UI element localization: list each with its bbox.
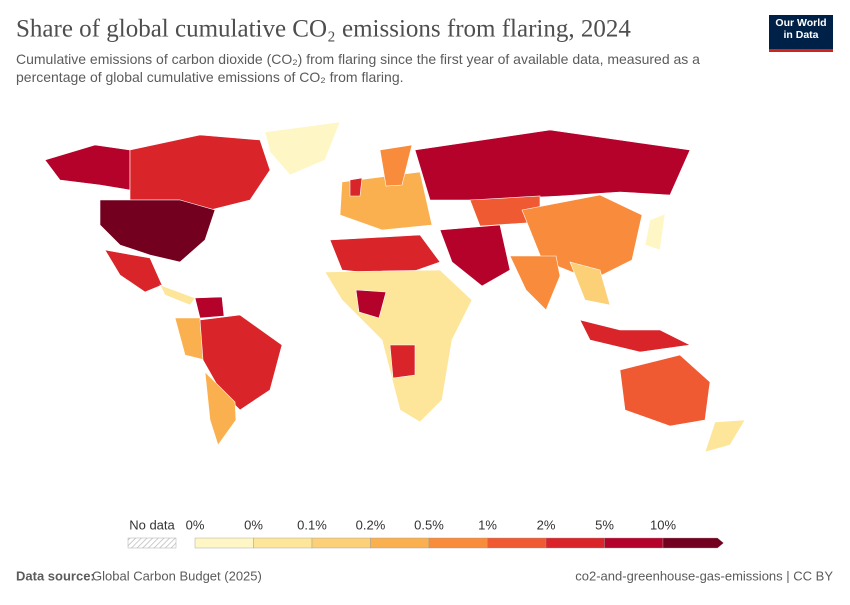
country[interactable] (349, 177, 363, 197)
legend-label: 0% (186, 517, 205, 532)
legend-swatch[interactable] (487, 537, 547, 549)
country[interactable] (44, 144, 131, 191)
country[interactable] (569, 261, 611, 306)
country[interactable] (619, 354, 711, 427)
subtitle: Cumulative emissions of carbon dioxide (… (16, 51, 700, 85)
logo-bg (769, 15, 833, 49)
legend-swatch[interactable] (194, 537, 254, 549)
country[interactable] (704, 419, 746, 453)
logo[interactable]: Our World in Data (775, 17, 827, 41)
country[interactable] (644, 213, 666, 251)
source-label: Data source: (16, 568, 95, 583)
country[interactable] (104, 249, 163, 293)
legend-label: 0.5% (414, 517, 444, 532)
legend-swatch[interactable] (370, 537, 430, 549)
country[interactable] (389, 344, 416, 379)
legend-swatch[interactable] (428, 537, 488, 549)
logo-bar (769, 49, 833, 52)
source: Global Carbon Budget (2025) (92, 568, 262, 583)
country[interactable] (159, 284, 196, 306)
legend-label: 10% (650, 517, 676, 532)
country[interactable] (339, 171, 433, 231)
legend-label: 2% (537, 517, 556, 532)
title: Share of global cumulative CO₂ emissions… (16, 16, 631, 43)
legend-label: 0.1% (297, 517, 327, 532)
legend-label: 0.2% (356, 517, 386, 532)
legend-swatch[interactable] (253, 537, 313, 549)
country[interactable] (579, 319, 691, 353)
world-map (44, 121, 746, 453)
country[interactable] (264, 121, 341, 176)
legend-no-data-swatch[interactable] (127, 537, 177, 549)
country[interactable] (194, 296, 225, 319)
country[interactable] (509, 255, 561, 311)
country[interactable] (99, 199, 216, 263)
country[interactable] (199, 314, 283, 411)
country[interactable] (355, 289, 387, 319)
country[interactable] (204, 371, 237, 446)
credit: co2-and-greenhouse-gas-emissions | CC BY (575, 568, 833, 583)
country[interactable] (379, 144, 413, 187)
legend-swatch[interactable] (604, 537, 664, 549)
legend: 0% 0% 0.1% 0.2% 0.5% 1% 2% 5% 10% (186, 517, 724, 549)
country[interactable] (414, 129, 691, 201)
logo-box: Our World in Data (775, 17, 827, 41)
country[interactable] (129, 134, 271, 211)
legend-swatch[interactable] (662, 537, 724, 549)
legend-label: 5% (595, 517, 614, 532)
country[interactable] (329, 234, 441, 277)
legend-label: 0% (244, 517, 263, 532)
legend-swatch[interactable] (311, 537, 371, 549)
subtitle-box: Cumulative emissions of carbon dioxide (… (16, 51, 700, 85)
legend-swatch[interactable] (545, 537, 605, 549)
legend-label: 1% (478, 517, 497, 532)
country[interactable] (439, 224, 511, 287)
legend-no-data-label: No data (129, 517, 175, 532)
